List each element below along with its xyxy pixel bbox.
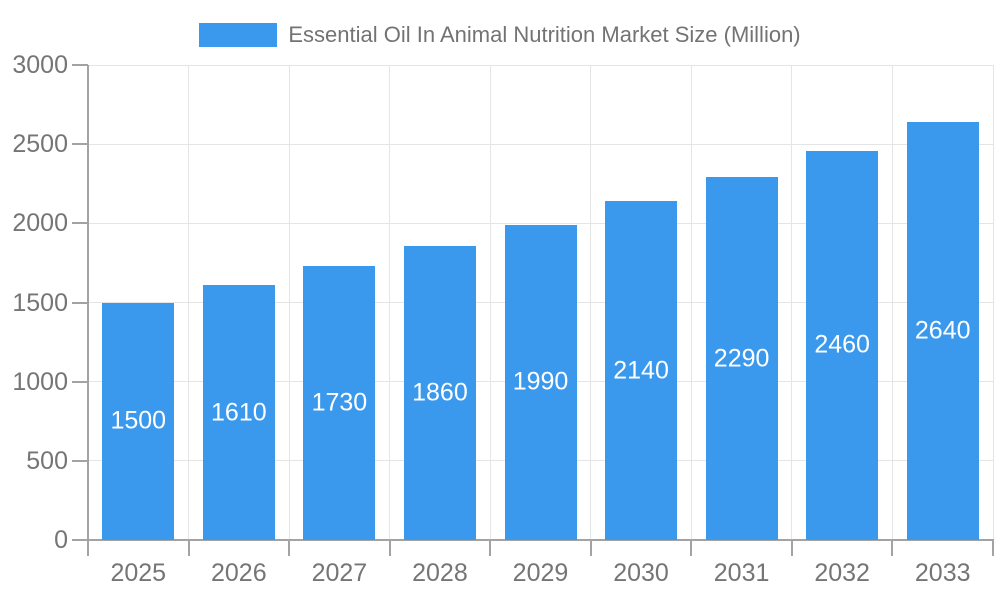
legend-swatch xyxy=(199,23,278,47)
x-tick-label: 2025 xyxy=(110,559,167,587)
y-axis-tick xyxy=(72,380,88,383)
bar-value-label: 1610 xyxy=(211,398,267,427)
x-axis-tick xyxy=(589,540,592,556)
y-axis-tick xyxy=(72,539,88,541)
x-tick-label: 2031 xyxy=(713,559,770,587)
legend-item[interactable]: Essential Oil In Animal Nutrition Market… xyxy=(0,20,1000,50)
gridline-vertical xyxy=(891,65,893,540)
y-axis-tick xyxy=(72,143,88,146)
bar[interactable]: 1730 xyxy=(303,266,376,540)
x-tick-label: 2029 xyxy=(512,559,569,587)
bar[interactable]: 1500 xyxy=(102,302,175,540)
x-tick-label: 2032 xyxy=(814,559,870,587)
x-axis-tick xyxy=(992,540,994,556)
y-tick-label: 3000 xyxy=(12,51,68,79)
gridline-vertical xyxy=(992,65,994,540)
x-tick-label: 2033 xyxy=(914,559,971,587)
y-tick-label: 2500 xyxy=(12,130,68,159)
y-axis-tick xyxy=(72,222,88,225)
legend-label: Essential Oil In Animal Nutrition Market… xyxy=(288,22,801,47)
x-axis-tick xyxy=(891,540,894,556)
bar[interactable]: 1990 xyxy=(504,224,577,540)
bar-value-label: 2290 xyxy=(713,344,770,373)
x-tick-label: 2026 xyxy=(211,559,267,587)
gridline-vertical xyxy=(590,65,592,540)
y-tick-label: 2000 xyxy=(12,209,68,238)
bar[interactable]: 2460 xyxy=(806,150,879,540)
bar-value-label: 2460 xyxy=(814,330,870,359)
bar[interactable]: 1610 xyxy=(202,285,275,540)
gridline-horizontal xyxy=(88,143,993,145)
bar-value-label: 2640 xyxy=(914,316,971,345)
bar-value-label: 1730 xyxy=(311,388,368,417)
x-axis-tick xyxy=(690,540,693,556)
y-tick-label: 1000 xyxy=(12,367,68,396)
gridline-vertical xyxy=(791,65,793,540)
y-tick-label: 1500 xyxy=(12,288,68,317)
y-tick-label: 500 xyxy=(26,446,68,475)
x-axis-line xyxy=(87,539,994,541)
x-axis-tick xyxy=(388,540,391,556)
y-axis-tick xyxy=(72,64,88,66)
bar[interactable]: 2640 xyxy=(906,122,979,540)
bar[interactable]: 1860 xyxy=(403,245,476,540)
y-axis-tick xyxy=(72,459,88,462)
x-axis-tick xyxy=(790,540,793,556)
x-tick-label: 2027 xyxy=(311,559,368,587)
gridline-vertical xyxy=(188,65,190,540)
bar-value-label: 1500 xyxy=(110,406,167,435)
bar-value-label: 1860 xyxy=(412,378,468,407)
y-axis-tick xyxy=(72,301,88,304)
x-axis-tick xyxy=(187,540,190,556)
gridline-vertical xyxy=(389,65,391,540)
bar[interactable]: 2140 xyxy=(605,201,678,540)
x-axis-tick xyxy=(288,540,291,556)
x-axis-tick xyxy=(489,540,492,556)
gridline-vertical xyxy=(690,65,692,540)
bar-value-label: 1990 xyxy=(512,367,569,396)
y-axis-line xyxy=(87,65,89,540)
bar-value-label: 2140 xyxy=(613,356,669,385)
bar[interactable]: 2290 xyxy=(705,177,778,540)
gridline-horizontal xyxy=(88,64,993,66)
gridline-vertical xyxy=(489,65,491,540)
gridline-vertical xyxy=(288,65,290,540)
x-tick-label: 2030 xyxy=(613,559,669,587)
gridline-horizontal xyxy=(88,222,993,224)
x-tick-label: 2028 xyxy=(412,559,468,587)
x-axis-tick xyxy=(87,540,89,556)
y-tick-label: 0 xyxy=(54,526,68,554)
